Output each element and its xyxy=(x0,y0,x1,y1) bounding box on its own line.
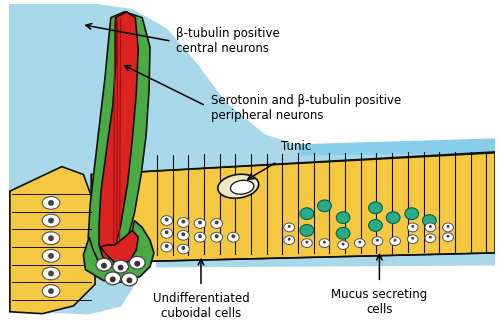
Ellipse shape xyxy=(390,237,400,245)
Ellipse shape xyxy=(354,239,365,247)
Polygon shape xyxy=(10,5,495,314)
Text: β-tubulin positive
central neurons: β-tubulin positive central neurons xyxy=(176,27,280,55)
Text: Undifferentiated
cuboidal cells: Undifferentiated cuboidal cells xyxy=(152,292,250,320)
Text: Serotonin and β-tubulin positive
peripheral neurons: Serotonin and β-tubulin positive periphe… xyxy=(211,94,401,122)
Ellipse shape xyxy=(211,232,222,242)
Ellipse shape xyxy=(284,236,294,244)
Ellipse shape xyxy=(113,260,128,273)
Ellipse shape xyxy=(110,276,116,282)
Ellipse shape xyxy=(182,232,186,236)
Ellipse shape xyxy=(101,263,107,269)
Ellipse shape xyxy=(284,223,294,232)
Ellipse shape xyxy=(230,180,254,194)
Ellipse shape xyxy=(442,223,454,232)
Ellipse shape xyxy=(302,239,312,247)
Ellipse shape xyxy=(342,243,344,245)
Ellipse shape xyxy=(48,271,54,276)
Ellipse shape xyxy=(130,256,145,269)
Polygon shape xyxy=(88,12,150,265)
Ellipse shape xyxy=(161,242,172,252)
Ellipse shape xyxy=(422,215,436,227)
Ellipse shape xyxy=(318,200,332,212)
Ellipse shape xyxy=(300,225,314,236)
Ellipse shape xyxy=(372,237,383,245)
Ellipse shape xyxy=(376,239,379,242)
Ellipse shape xyxy=(218,174,258,198)
Ellipse shape xyxy=(211,219,222,229)
Ellipse shape xyxy=(425,223,436,232)
Ellipse shape xyxy=(48,235,54,241)
Ellipse shape xyxy=(194,219,206,229)
Text: Mucus secreting
cells: Mucus secreting cells xyxy=(332,288,428,316)
Ellipse shape xyxy=(164,218,168,222)
Ellipse shape xyxy=(394,239,396,242)
Ellipse shape xyxy=(122,273,138,286)
Ellipse shape xyxy=(161,216,172,226)
Polygon shape xyxy=(10,5,170,314)
Ellipse shape xyxy=(288,225,290,228)
Ellipse shape xyxy=(178,218,189,228)
Ellipse shape xyxy=(198,221,202,225)
Ellipse shape xyxy=(164,244,168,248)
Ellipse shape xyxy=(232,234,235,238)
Ellipse shape xyxy=(368,202,382,214)
Ellipse shape xyxy=(408,235,418,244)
Polygon shape xyxy=(10,167,95,314)
Ellipse shape xyxy=(323,241,326,244)
Ellipse shape xyxy=(48,253,54,259)
Polygon shape xyxy=(91,152,495,263)
Polygon shape xyxy=(157,243,495,267)
Ellipse shape xyxy=(442,233,454,242)
Polygon shape xyxy=(299,139,495,155)
Ellipse shape xyxy=(386,212,400,224)
Ellipse shape xyxy=(358,241,362,244)
Text: Tunic: Tunic xyxy=(282,140,312,153)
Ellipse shape xyxy=(126,277,132,283)
Ellipse shape xyxy=(405,208,418,220)
Ellipse shape xyxy=(42,267,60,280)
Ellipse shape xyxy=(408,223,418,232)
Ellipse shape xyxy=(446,235,450,238)
Ellipse shape xyxy=(48,200,54,206)
Ellipse shape xyxy=(118,265,124,271)
Ellipse shape xyxy=(412,237,414,240)
Ellipse shape xyxy=(182,220,186,224)
Ellipse shape xyxy=(429,225,432,228)
Ellipse shape xyxy=(319,239,330,247)
Ellipse shape xyxy=(306,241,308,244)
Ellipse shape xyxy=(178,244,189,254)
Ellipse shape xyxy=(161,229,172,238)
Ellipse shape xyxy=(198,234,202,238)
Ellipse shape xyxy=(164,230,168,234)
Polygon shape xyxy=(100,230,138,265)
Ellipse shape xyxy=(228,232,239,242)
Ellipse shape xyxy=(42,214,60,227)
Polygon shape xyxy=(84,221,154,282)
Ellipse shape xyxy=(42,285,60,298)
Ellipse shape xyxy=(42,232,60,244)
Ellipse shape xyxy=(300,208,314,220)
Ellipse shape xyxy=(96,258,112,271)
Ellipse shape xyxy=(425,234,436,243)
Ellipse shape xyxy=(48,218,54,224)
Ellipse shape xyxy=(429,236,432,239)
Ellipse shape xyxy=(336,228,350,239)
Ellipse shape xyxy=(42,249,60,262)
Ellipse shape xyxy=(182,246,186,250)
Ellipse shape xyxy=(336,212,350,224)
Ellipse shape xyxy=(214,221,218,225)
Ellipse shape xyxy=(105,272,120,285)
Ellipse shape xyxy=(194,232,206,242)
Ellipse shape xyxy=(48,288,54,294)
Ellipse shape xyxy=(42,197,60,209)
Polygon shape xyxy=(99,12,138,260)
Ellipse shape xyxy=(368,220,382,231)
Ellipse shape xyxy=(134,261,140,267)
Ellipse shape xyxy=(178,230,189,240)
Ellipse shape xyxy=(338,241,348,249)
Ellipse shape xyxy=(288,238,290,241)
Ellipse shape xyxy=(412,225,414,228)
Ellipse shape xyxy=(446,225,450,228)
Ellipse shape xyxy=(214,234,218,238)
